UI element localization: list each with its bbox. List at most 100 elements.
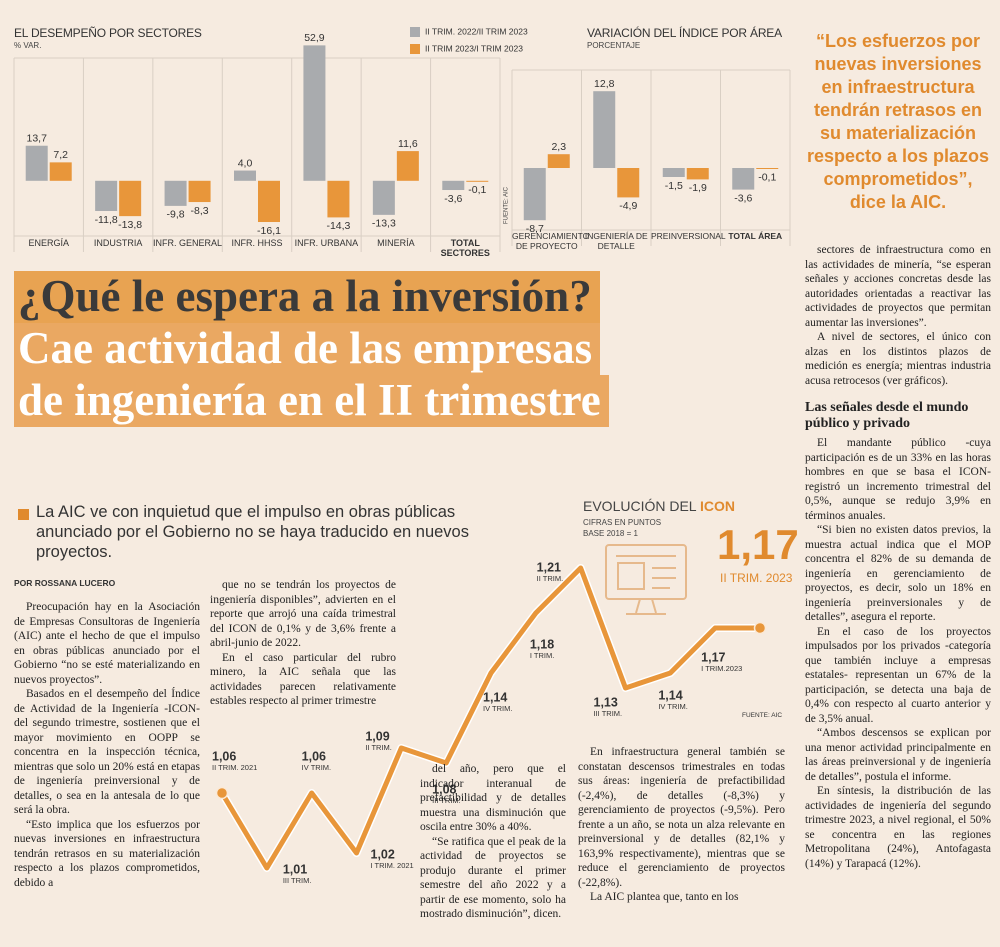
data-label: 1,13 bbox=[594, 695, 618, 709]
chart-subtitle: CIFRAS EN PUNTOS bbox=[583, 518, 662, 527]
paragraph: del año, pero que el indicador interanua… bbox=[420, 763, 566, 833]
bar bbox=[396, 151, 419, 181]
x-tick-label: I TRIM. bbox=[530, 651, 554, 660]
x-tick-label: INGENIERÍA DE DETALLE bbox=[584, 231, 648, 251]
data-label: 1,21 bbox=[537, 560, 561, 574]
body-column: En infraestructura general también se co… bbox=[578, 745, 785, 905]
bar bbox=[372, 180, 395, 215]
data-label: -8,3 bbox=[191, 205, 209, 217]
data-label: -16,1 bbox=[257, 225, 281, 237]
icon-block bbox=[617, 562, 645, 590]
data-label: -1,5 bbox=[665, 180, 683, 192]
paragraph: sectores de infraestructura como en las … bbox=[805, 244, 991, 329]
chart-title: EL DESEMPEÑO POR SECTORES bbox=[14, 26, 202, 40]
deck: La AIC ve con inquietud que el impulso e… bbox=[36, 503, 469, 561]
data-label: 1,18 bbox=[530, 637, 554, 651]
bar bbox=[188, 180, 211, 203]
data-label: 4,0 bbox=[238, 157, 253, 169]
x-tick-label: INDUSTRIA bbox=[93, 238, 143, 248]
bar bbox=[95, 180, 118, 212]
x-tick-label: TOTAL ÁREA bbox=[728, 231, 783, 241]
data-label: 13,7 bbox=[26, 133, 47, 145]
point bbox=[753, 621, 767, 635]
bar bbox=[547, 154, 570, 168]
data-label: -1,9 bbox=[689, 182, 707, 194]
x-tick-label: PREINVERSIONAL bbox=[651, 231, 726, 241]
x-tick-label: INFR. HHSS bbox=[231, 238, 283, 248]
bar bbox=[442, 180, 465, 191]
bar bbox=[466, 180, 489, 182]
x-tick-label: III TRIM. bbox=[283, 876, 312, 885]
chart-title: VARIACIÓN DEL ÍNDICE POR ÁREA bbox=[587, 26, 782, 40]
bar bbox=[258, 180, 280, 223]
data-label: 1,02 bbox=[371, 847, 395, 861]
x-tick-label: INFR. URBANA bbox=[294, 238, 359, 248]
byline: POR ROSSANA LUCERO bbox=[14, 578, 116, 588]
chart-subtitle: % VAR. bbox=[14, 41, 42, 50]
paragraph: Basados en el desempeño del Índice de Ac… bbox=[14, 688, 200, 816]
point bbox=[215, 786, 229, 800]
data-label: 52,9 bbox=[304, 32, 325, 44]
data-label: 7,2 bbox=[53, 149, 68, 161]
bar bbox=[593, 91, 616, 168]
data-label: 2,3 bbox=[551, 141, 566, 153]
bar bbox=[523, 168, 546, 221]
paragraph: “Ambos descensos se explican por una men… bbox=[805, 727, 991, 783]
data-label: 1,06 bbox=[212, 749, 236, 763]
monitor-icon bbox=[605, 544, 687, 615]
legend-label: II TRIM 2023/I TRIM 2023 bbox=[425, 43, 523, 53]
data-label: -0,1 bbox=[468, 184, 486, 196]
paragraph: En infraestructura general también se co… bbox=[578, 746, 785, 889]
icon-stand bbox=[651, 598, 657, 614]
bar bbox=[119, 180, 142, 217]
body-column: Preocupación hay en la Asociación de Emp… bbox=[14, 600, 200, 890]
data-label: 1,14 bbox=[658, 688, 682, 702]
icon-screen bbox=[605, 544, 687, 600]
data-label: -13,8 bbox=[118, 219, 142, 231]
data-label: -13,3 bbox=[372, 218, 396, 230]
paragraph: El mandante público -cuya participación … bbox=[805, 437, 991, 522]
bar bbox=[617, 168, 640, 198]
subhead: Las señales desde el mundo público y pri… bbox=[805, 400, 969, 431]
paragraph: En el caso particular del rubro minero, … bbox=[210, 651, 396, 708]
paragraph: En el caso de los proyectos impulsados p… bbox=[805, 625, 991, 725]
icon-stand bbox=[635, 598, 641, 614]
data-label-big: 1,17 bbox=[717, 521, 799, 568]
bar bbox=[732, 168, 755, 190]
paragraph: A nivel de sectores, el único con alzas … bbox=[805, 331, 991, 387]
bar bbox=[686, 168, 709, 180]
bar bbox=[234, 170, 256, 181]
x-tick-label: ENERGÍA bbox=[28, 238, 69, 248]
data-label: -3,6 bbox=[734, 192, 752, 204]
bar bbox=[756, 168, 779, 169]
paragraph: “Se ratifica que el peak de la actividad… bbox=[420, 835, 566, 921]
bar bbox=[303, 45, 326, 181]
x-tick-label: II TRIM. 2021 bbox=[212, 763, 257, 772]
data-label: -9,8 bbox=[167, 209, 185, 221]
x-tick-label: I TRIM.2023 bbox=[701, 664, 742, 673]
data-label: -8,7 bbox=[526, 223, 544, 235]
x-tick-label: TOTAL SECTORES bbox=[440, 238, 490, 259]
chart-title: EVOLUCIÓN DEL bbox=[583, 498, 697, 514]
headline-line: Cae actividad de las empresas bbox=[14, 323, 601, 375]
data-label: -14,3 bbox=[326, 220, 350, 232]
x-tick-label: GERENCIAMIENTO DE PROYECTO bbox=[512, 231, 590, 251]
bar bbox=[662, 168, 685, 177]
data-label: 11,6 bbox=[398, 138, 418, 150]
body-column: que no se tendrán los proyectos de ingen… bbox=[210, 578, 396, 709]
bar bbox=[49, 162, 72, 181]
x-tick-label: III TRIM. bbox=[432, 796, 461, 805]
x-tick-label: INFR. GENERAL bbox=[153, 238, 223, 248]
chart-title-block: EVOLUCIÓN DEL ICON bbox=[583, 498, 735, 514]
chart-title-highlight: ICON bbox=[699, 498, 735, 514]
x-tick-label: II TRIM. 2023 bbox=[720, 571, 793, 585]
chart-note: BASE 2018 = 1 bbox=[583, 529, 638, 538]
legend-swatch bbox=[410, 44, 420, 54]
headline: ¿Qué le espera a la inversión? Cae activ… bbox=[14, 270, 774, 427]
body-column: del año, pero que el indicador interanua… bbox=[420, 762, 566, 922]
bar bbox=[327, 180, 350, 218]
x-tick-label: II TRIM. bbox=[365, 743, 392, 752]
line bbox=[219, 565, 760, 871]
pull-quote: “Los esfuerzos por nuevas inversiones en… bbox=[806, 31, 990, 212]
